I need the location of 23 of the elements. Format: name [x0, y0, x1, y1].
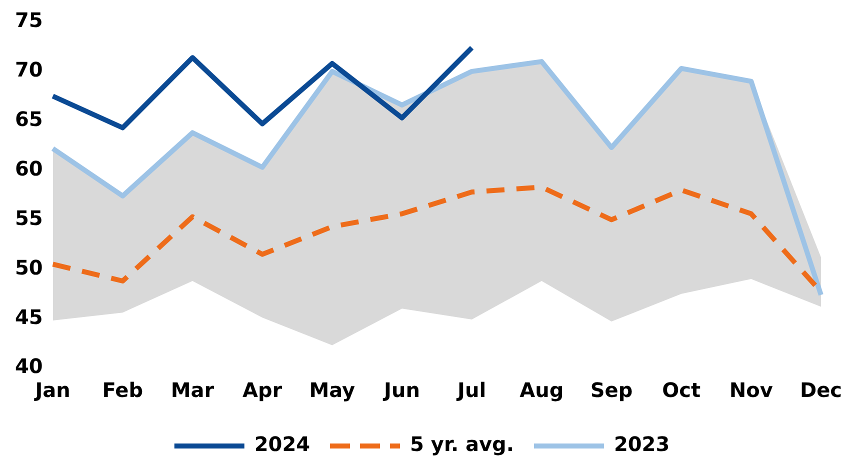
x-tick-label: Mar: [170, 378, 214, 402]
y-tick-label: 65: [14, 107, 43, 132]
legend-label: 2023: [614, 432, 670, 456]
legend-label: 2024: [254, 432, 310, 456]
y-tick-label: 40: [14, 354, 43, 378]
x-tick-label: Jun: [382, 378, 420, 402]
x-tick-label: Oct: [662, 378, 701, 402]
x-tick-label: Feb: [102, 378, 144, 402]
x-tick-label: Jul: [456, 378, 486, 402]
x-tick-label: Nov: [729, 378, 773, 402]
x-tick-label: Aug: [520, 378, 564, 402]
y-tick-label: 60: [14, 156, 43, 180]
x-tick-label: Sep: [590, 378, 633, 402]
legend-label: 5 yr. avg.: [410, 432, 514, 456]
x-tick-label: Dec: [800, 378, 842, 402]
x-tick-label: May: [309, 378, 356, 402]
y-tick-label: 45: [14, 304, 43, 329]
y-tick-label: 55: [14, 206, 43, 230]
x-tick-label: Jan: [33, 378, 70, 402]
y-tick-label: 70: [14, 58, 43, 82]
y-tick-label: 50: [14, 255, 43, 280]
y-tick-label: 75: [14, 8, 43, 32]
x-tick-label: Apr: [242, 378, 282, 402]
